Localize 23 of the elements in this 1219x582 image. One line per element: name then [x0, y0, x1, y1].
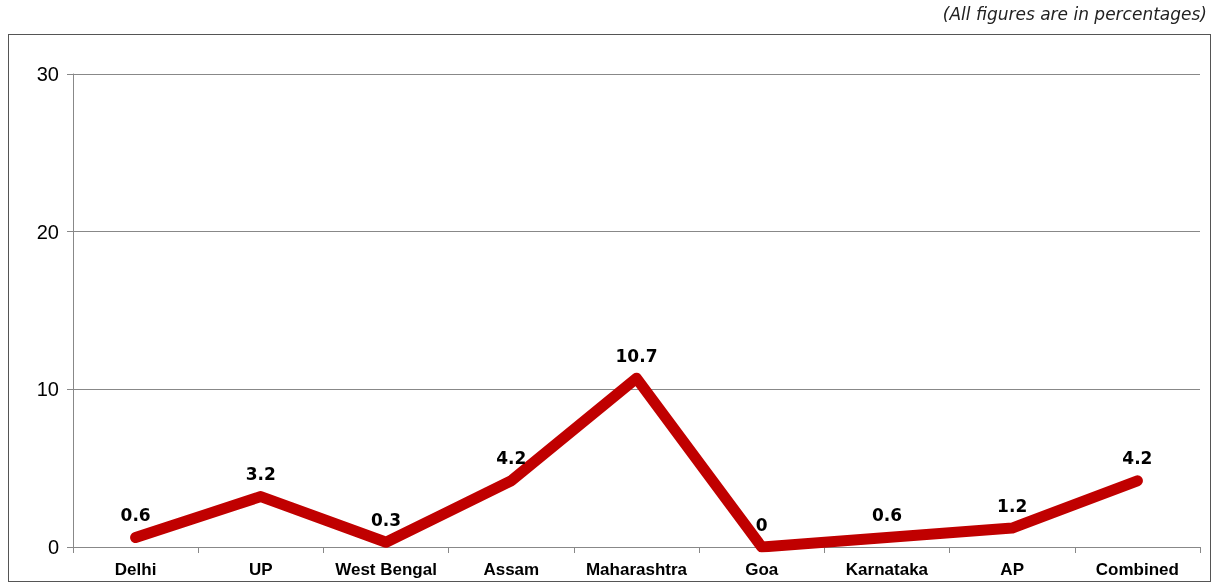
text: (All figures are in percentages) — [942, 4, 1207, 24]
data-label: 3.2 — [245, 464, 276, 485]
x-tick-label: Karnataka — [845, 560, 929, 579]
x-tick-label: Goa — [745, 560, 779, 579]
x-tick-label: AP — [1000, 560, 1024, 579]
y-tick-label: 30 — [36, 63, 59, 85]
x-tick-label: UP — [249, 560, 273, 579]
y-tick-label: 10 — [36, 378, 59, 401]
x-tick-label: Combined — [1095, 560, 1179, 579]
data-label: 0.6 — [120, 505, 151, 526]
y-tick-label: 20 — [36, 220, 59, 243]
x-tick-label: Maharashtra — [585, 560, 688, 579]
x-tick-label: West Bengal — [335, 560, 437, 579]
data-label: 0.3 — [370, 509, 402, 530]
x-tick-label: Delhi — [114, 560, 157, 579]
data-label: 4.2 — [496, 448, 527, 469]
data-label: 0 — [755, 514, 768, 535]
data-label: 10.7 — [615, 345, 658, 366]
data-label: 1.2 — [997, 495, 1028, 516]
x-tick-label: Assam — [483, 560, 540, 579]
data-label: 0.6 — [871, 505, 903, 526]
data-label: 4.2 — [1122, 448, 1153, 469]
y-tick-label: 0 — [47, 536, 59, 558]
